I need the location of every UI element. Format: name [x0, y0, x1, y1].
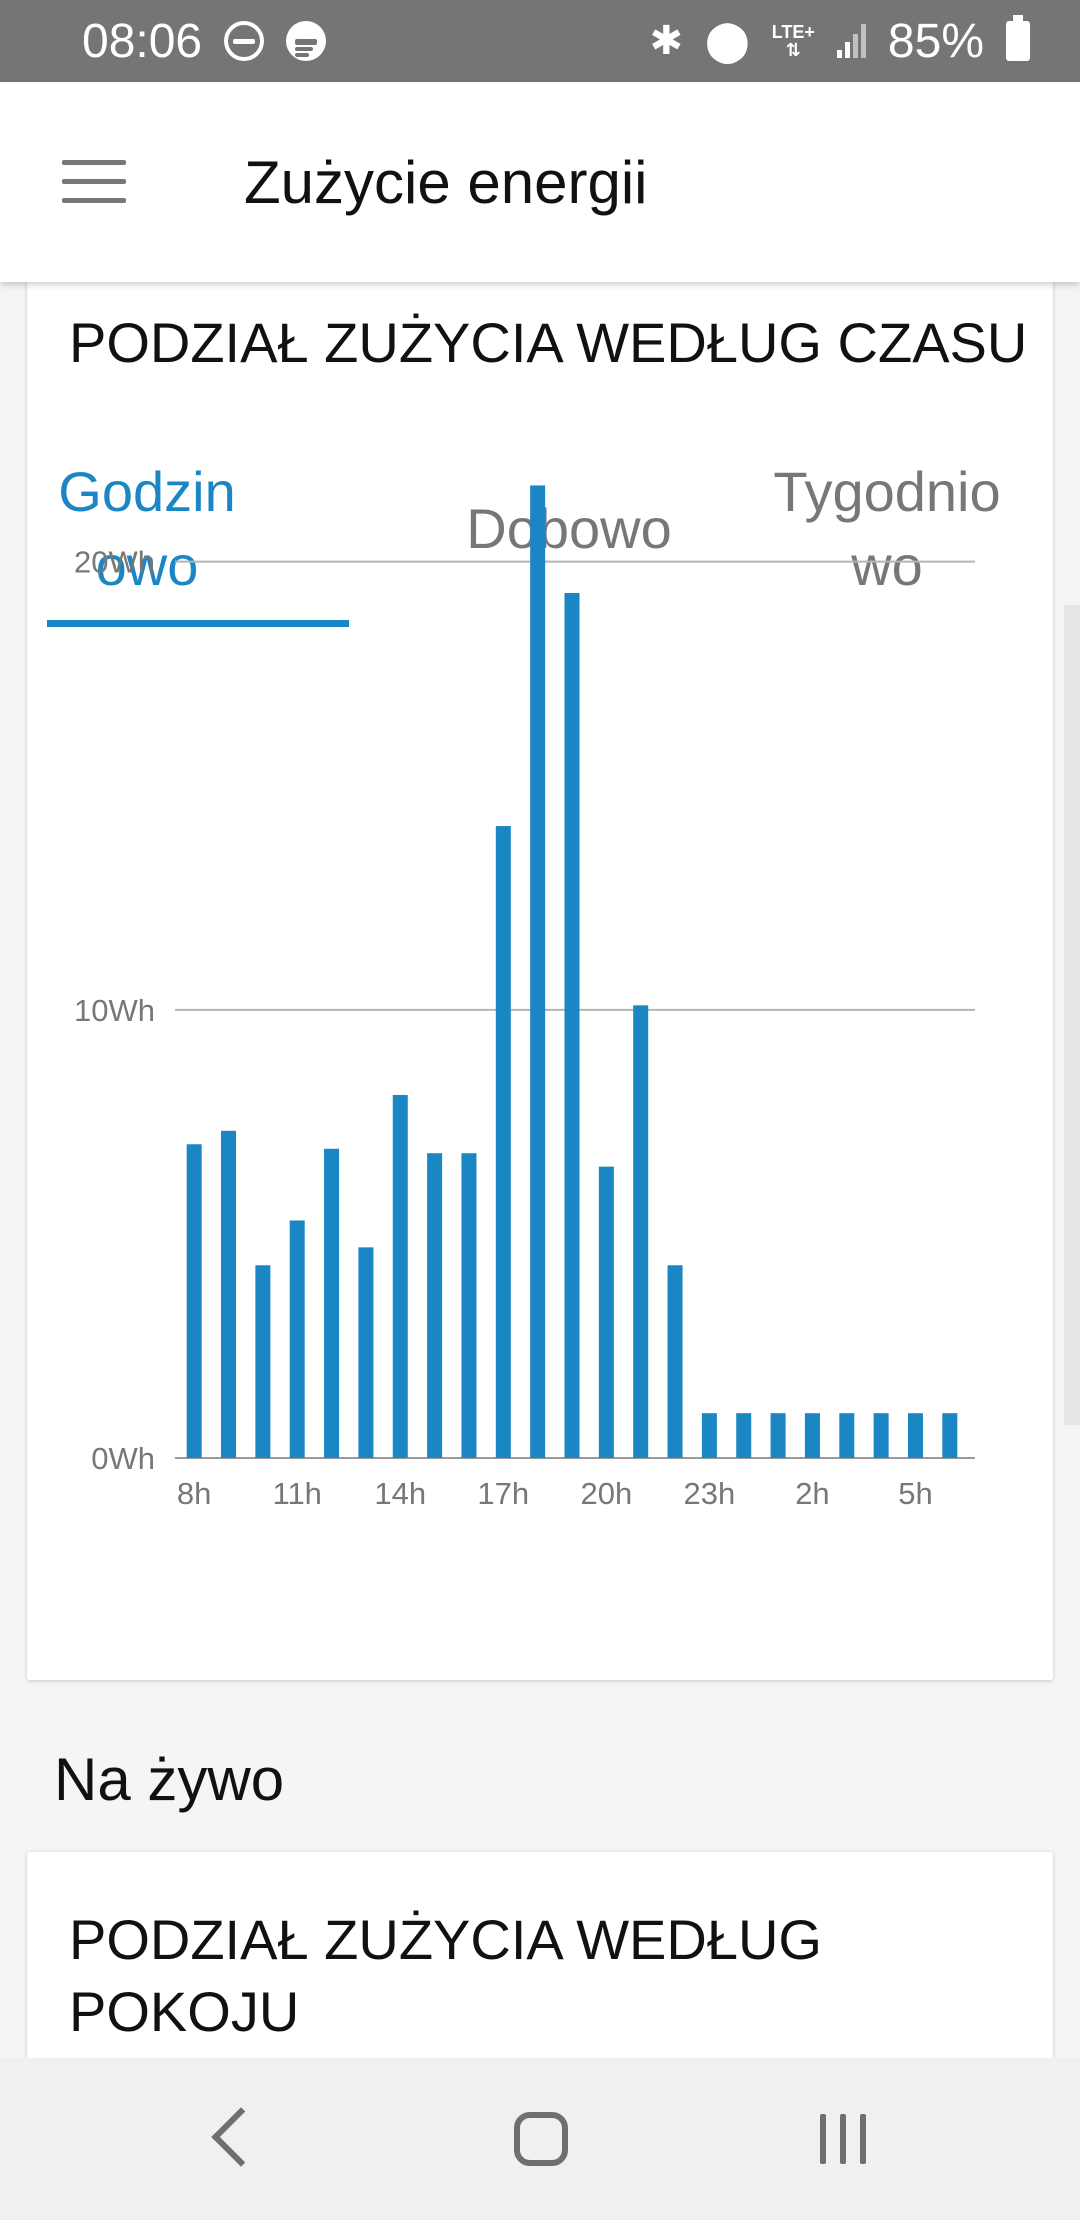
bar-9h[interactable]	[221, 1130, 237, 1458]
bar-17h[interactable]	[495, 826, 511, 1458]
recent-apps-icon[interactable]	[820, 2114, 866, 2164]
scrollbar[interactable]	[1064, 605, 1080, 1425]
app-bar: Zużycie energii	[0, 82, 1080, 282]
status-left: 08:06	[82, 14, 327, 69]
lte-icon: LTE+ ⇅	[771, 22, 815, 60]
x-tick-label: 2h	[795, 1476, 829, 1511]
status-bar: 08:06 ✱ ⬤ LTE+ ⇅ 85%	[0, 0, 1080, 82]
dnd-icon	[224, 21, 265, 61]
chart-y-ticks: 0Wh 10Wh 20Wh	[74, 545, 155, 1476]
x-tick-label: 17h	[477, 1476, 529, 1511]
time-breakdown-card: PODZIAŁ ZUŻYCIA WEDŁUG CZASU Godzinowo D…	[27, 240, 1053, 1680]
battery-percent: 85%	[887, 14, 984, 68]
bar-6h[interactable]	[942, 1413, 958, 1458]
x-tick-label: 5h	[898, 1476, 932, 1511]
status-right: ✱ ⬤ LTE+ ⇅ 85%	[649, 14, 1030, 69]
spotify-icon	[286, 21, 327, 61]
bar-0h[interactable]	[736, 1413, 752, 1458]
signal-icon	[836, 24, 866, 58]
x-tick-label: 23h	[684, 1476, 736, 1511]
bar-13h[interactable]	[358, 1247, 374, 1458]
bar-8h[interactable]	[186, 1144, 202, 1458]
y-tick-label: 10Wh	[74, 993, 155, 1028]
hamburger-menu-icon[interactable]	[62, 160, 126, 204]
bar-2h[interactable]	[804, 1413, 820, 1458]
bar-15h[interactable]	[427, 1153, 443, 1458]
tab-daily[interactable]: Dobowo	[466, 497, 672, 560]
tab-weekly[interactable]: Tygodniowo	[773, 460, 1001, 597]
tab-hourly[interactable]: Godzinowo	[58, 460, 236, 597]
battery-icon	[1006, 15, 1030, 61]
bar-16h[interactable]	[461, 1153, 477, 1458]
page-title: Zużycie energii	[244, 149, 648, 216]
x-tick-label: 20h	[580, 1476, 632, 1511]
x-tick-label: 8h	[177, 1476, 211, 1511]
bar-19h[interactable]	[564, 593, 580, 1458]
back-icon[interactable]	[211, 2107, 271, 2167]
bar-5h[interactable]	[907, 1413, 923, 1458]
status-time: 08:06	[82, 14, 203, 68]
bar-14h[interactable]	[392, 1094, 408, 1458]
active-tab-indicator	[47, 620, 349, 627]
bar-22h[interactable]	[667, 1265, 683, 1458]
bar-23h[interactable]	[701, 1413, 717, 1458]
bar-1h[interactable]	[770, 1413, 786, 1458]
chart-x-ticks: 8h 11h 14h 17h 20h 23h 2h 5h	[177, 1476, 933, 1511]
x-tick-label: 14h	[374, 1476, 426, 1511]
y-tick-label: 20Wh	[74, 545, 155, 580]
bar-18h[interactable]	[530, 485, 546, 1458]
room-breakdown-title: PODZIAŁ ZUŻYCIA WEDŁUG POKOJU	[69, 1908, 822, 2043]
live-section-heading: Na żywo	[54, 1746, 285, 1813]
location-icon: ⬤	[704, 19, 750, 63]
hourly-bar-chart: 0Wh 10Wh 20Wh 8h 11h 14h 17h 20h 23h 2h 5h	[74, 485, 975, 1511]
time-breakdown-title: PODZIAŁ ZUŻYCIA WEDŁUG CZASU	[69, 311, 1028, 374]
bar-20h[interactable]	[598, 1166, 614, 1458]
bar-12h[interactable]	[324, 1148, 340, 1458]
bar-3h[interactable]	[839, 1413, 855, 1458]
chart-bars	[186, 485, 958, 1458]
bar-4h[interactable]	[873, 1413, 889, 1458]
x-tick-label: 11h	[273, 1476, 322, 1511]
bar-10h[interactable]	[255, 1265, 271, 1458]
y-tick-label: 0Wh	[91, 1441, 155, 1476]
period-tabs: Godzinowo Dobowo Tygodniowo	[27, 455, 1053, 665]
system-nav-bar	[0, 2058, 1080, 2220]
bluetooth-icon: ✱	[649, 19, 683, 63]
home-icon[interactable]	[514, 2112, 568, 2166]
bar-21h[interactable]	[633, 1005, 649, 1458]
bar-11h[interactable]	[289, 1220, 305, 1458]
